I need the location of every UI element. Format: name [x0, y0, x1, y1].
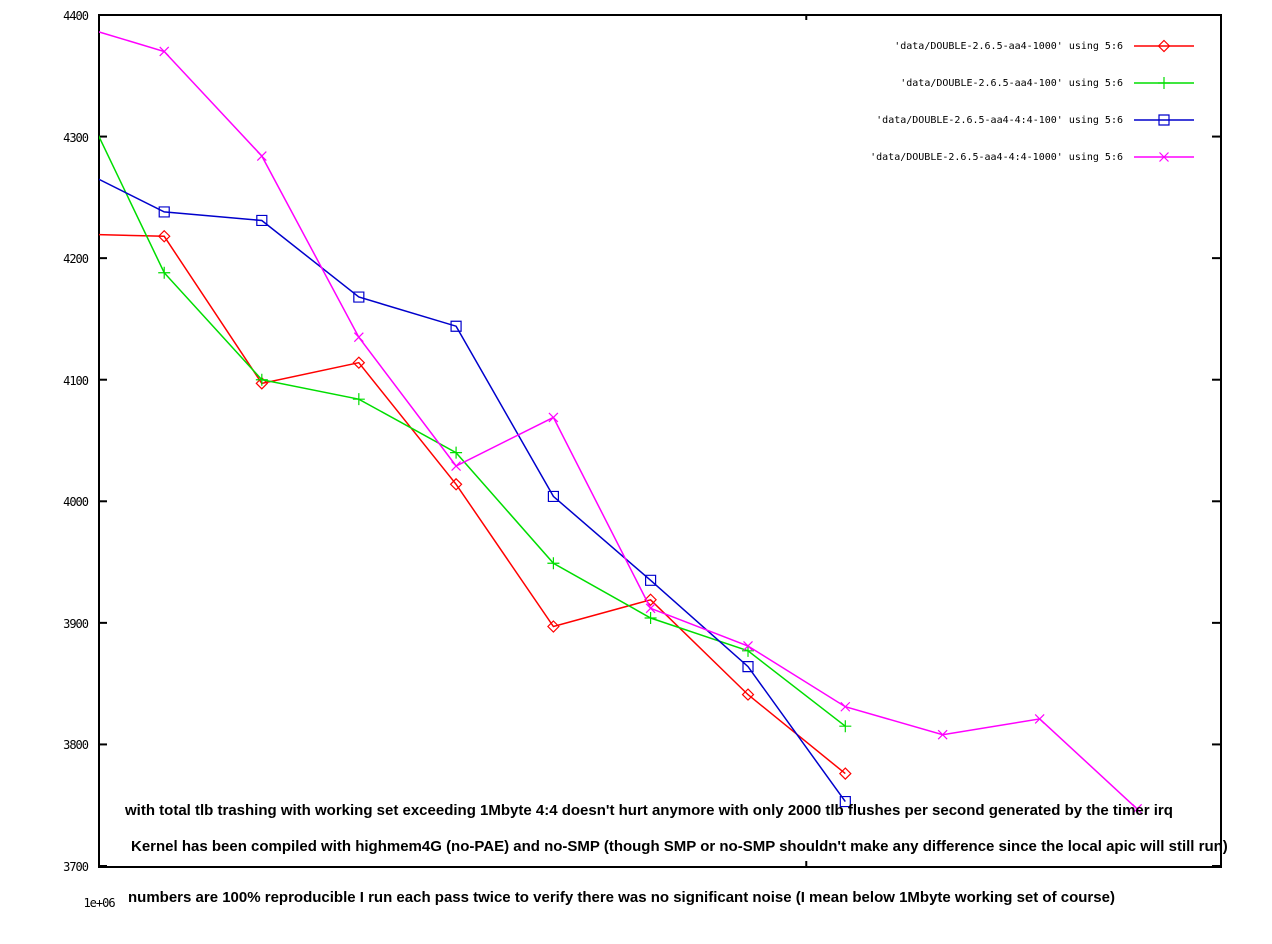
y-tick-label-3800: 3800 [63, 738, 89, 752]
y-tick-label-3900: 3900 [63, 617, 89, 631]
y-tick-label-4400: 4400 [63, 9, 89, 23]
legend-item: 'data/DOUBLE-2.6.5-aa4-4:4-1000' using 5… [0, 149, 1197, 165]
legend-sample-line [1134, 152, 1194, 162]
x-tick-label-1e06: 1e+06 [83, 896, 115, 910]
y-tick-label-4000: 4000 [63, 495, 89, 509]
y-tick-label-3700: 3700 [63, 860, 89, 874]
legend-sample-line [1134, 39, 1194, 53]
plot-area [99, 15, 1220, 866]
legend-label: 'data/DOUBLE-2.6.5-aa4-100' using 5:6 [900, 77, 1123, 89]
legend-label: 'data/DOUBLE-2.6.5-aa4-4:4-100' using 5:… [876, 114, 1123, 126]
series-line-3 [99, 31, 1138, 810]
annotation-kernel-config: Kernel has been compiled with highmem4G … [131, 838, 1228, 855]
series-line-2 [99, 178, 846, 803]
y-tick-label-4200: 4200 [63, 252, 89, 266]
legend-item: 'data/DOUBLE-2.6.5-aa4-100' using 5:6 [0, 75, 1197, 91]
legend-sample-line [1134, 77, 1194, 89]
series-markers-1 [158, 266, 852, 733]
legend-sample-line [1134, 114, 1194, 126]
series-markers-3 [159, 46, 1143, 814]
annotation-reproducible: numbers are 100% reproducible I run each… [128, 889, 1115, 906]
y-tick-label-4100: 4100 [63, 374, 89, 388]
legend-item: 'data/DOUBLE-2.6.5-aa4-4:4-100' using 5:… [0, 112, 1197, 128]
plot-border [98, 14, 1222, 868]
legend-label: 'data/DOUBLE-2.6.5-aa4-1000' using 5:6 [894, 40, 1123, 52]
legend-label: 'data/DOUBLE-2.6.5-aa4-4:4-1000' using 5… [870, 151, 1123, 163]
axis-ticks [99, 15, 1220, 866]
annotation-tlb-trashing: with total tlb trashing with working set… [125, 802, 1173, 819]
legend-item: 'data/DOUBLE-2.6.5-aa4-1000' using 5:6 [0, 38, 1197, 54]
series-line-0 [99, 233, 846, 775]
series-markers-0 [157, 229, 852, 780]
series-markers-2 [158, 206, 851, 808]
legend: 'data/DOUBLE-2.6.5-aa4-1000' using 5:6 '… [0, 38, 1197, 186]
y-tick-label-4300: 4300 [63, 131, 89, 145]
